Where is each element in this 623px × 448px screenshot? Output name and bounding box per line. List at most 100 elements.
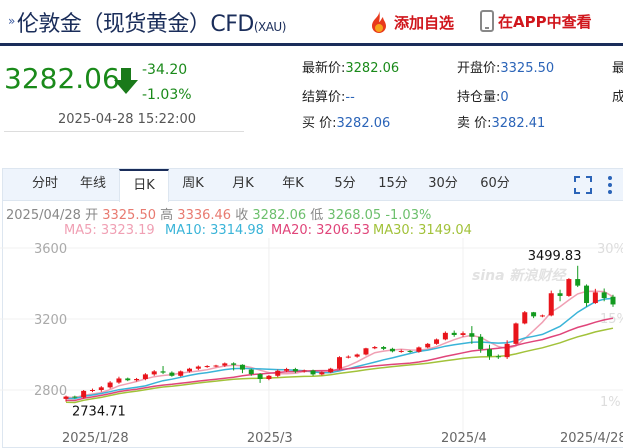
- stat-item: 成: [612, 86, 623, 105]
- candle-body: [98, 387, 104, 390]
- tab-0[interactable]: 分时: [31, 176, 58, 191]
- candle: [310, 369, 316, 376]
- ma30-value: MA30: 3149.04: [373, 223, 472, 238]
- candle-body: [151, 371, 157, 375]
- close-value: 3282.06: [252, 208, 307, 223]
- add-watchlist-label: 添加自选: [394, 13, 455, 32]
- candle: [398, 349, 404, 353]
- candle-body: [504, 343, 510, 358]
- price-change: -34.20: [142, 62, 188, 78]
- stat-value: 0: [500, 90, 509, 105]
- candle: [151, 370, 157, 376]
- candle: [354, 353, 360, 358]
- candle-body: [469, 333, 475, 337]
- stat-item: 买 价:3282.06: [302, 112, 390, 131]
- candle: [160, 366, 166, 375]
- candle: [531, 311, 537, 319]
- candle-body: [539, 315, 545, 317]
- candle-body: [407, 350, 413, 352]
- stat-label: 结算价:: [302, 90, 346, 105]
- candle: [292, 367, 298, 374]
- x-tick-label: 2025/4: [441, 431, 487, 443]
- phone-icon: [480, 10, 494, 32]
- chart-panel: 分时 年线 日K 周K 月K 年K 5分 15分 30分 60分: [2, 168, 623, 448]
- more-options-icon[interactable]: [607, 175, 613, 195]
- candle: [389, 347, 395, 353]
- candle-body: [522, 312, 528, 324]
- candle-body: [389, 348, 395, 352]
- stat-label: 买 价:: [302, 116, 337, 131]
- candle-body: [169, 372, 175, 376]
- right-tick-label: 15%: [600, 312, 623, 327]
- stat-value: 3282.06: [345, 61, 400, 76]
- stat-item: 结算价:--: [302, 86, 355, 105]
- candle: [495, 354, 501, 359]
- candle-body: [495, 356, 501, 358]
- page-title: »伦敦金（现货黄金）CFD(XAU): [8, 6, 286, 38]
- candle: [63, 395, 69, 402]
- y-tick-label: 3600: [34, 242, 67, 257]
- stat-label: 成: [612, 90, 623, 105]
- candle-body: [328, 368, 334, 373]
- candle-body: [142, 374, 148, 379]
- candle: [381, 345, 387, 351]
- candle-body: [187, 368, 193, 372]
- candle: [125, 377, 131, 382]
- ma5-line: [65, 290, 614, 399]
- view-in-app-label: 在APP中查看: [498, 12, 592, 31]
- candle-body: [178, 371, 184, 376]
- period-tabs: 分时 年线 日K 周K 月K 年K 5分 15分 30分 60分: [3, 169, 623, 202]
- tab-3[interactable]: 周K: [182, 176, 204, 191]
- tab-8[interactable]: 30分: [428, 176, 458, 191]
- stat-label: 最新价:: [302, 61, 346, 76]
- tab-6[interactable]: 5分: [334, 176, 356, 191]
- candle-body: [354, 354, 360, 357]
- last-price: 3282.06: [4, 62, 120, 95]
- candle: [486, 344, 492, 360]
- view-in-app-button[interactable]: 在APP中查看: [480, 10, 592, 32]
- candle-body: [72, 396, 78, 398]
- candle: [98, 386, 104, 392]
- candle-body: [513, 323, 519, 344]
- candle-body: [319, 372, 325, 375]
- tab-2[interactable]: 日K: [119, 169, 169, 202]
- candle-body: [134, 378, 140, 381]
- tab-7[interactable]: 15分: [378, 176, 408, 191]
- candle: [178, 370, 184, 377]
- candle-body: [548, 293, 554, 316]
- candle-body: [531, 312, 537, 317]
- candle: [257, 373, 263, 383]
- high-value: 3336.46: [177, 208, 232, 223]
- candle: [566, 278, 572, 297]
- tab-1[interactable]: 年线: [79, 176, 106, 191]
- candle: [434, 338, 440, 345]
- candle-body: [442, 332, 448, 340]
- x-tick-label: 2025/1/28: [62, 431, 129, 443]
- candle-body: [222, 363, 228, 366]
- candle-body: [398, 350, 404, 352]
- candle: [275, 369, 281, 378]
- candle-body: [275, 370, 281, 376]
- tab-5[interactable]: 年K: [282, 176, 304, 191]
- add-watchlist-button[interactable]: 添加自选: [368, 10, 454, 34]
- tab-9[interactable]: 60分: [480, 176, 510, 191]
- candle: [442, 331, 448, 341]
- candle: [284, 367, 290, 373]
- candle: [266, 374, 272, 381]
- candle-body: [460, 333, 466, 335]
- low-value: 3268.05: [327, 208, 382, 223]
- ma10-value: MA10: 3314.98: [165, 223, 264, 238]
- tab-4[interactable]: 月K: [232, 176, 254, 191]
- ma30-line: [65, 327, 614, 404]
- stat-label: 开盘价:: [457, 61, 501, 76]
- kline-chart[interactable]: 2800 3200 3600 2025/1/28 2025/3 2025/4 2025/4/…: [0, 238, 623, 443]
- stat-value: 3282.41: [491, 116, 546, 131]
- candle: [522, 311, 528, 325]
- candle-body: [204, 366, 210, 368]
- fullscreen-icon[interactable]: [573, 175, 593, 195]
- stat-item: 持仓量:0: [457, 86, 509, 105]
- stat-value: 3282.06: [336, 116, 391, 131]
- candle-body: [557, 293, 563, 296]
- candle-body: [284, 369, 290, 371]
- candle: [539, 314, 545, 318]
